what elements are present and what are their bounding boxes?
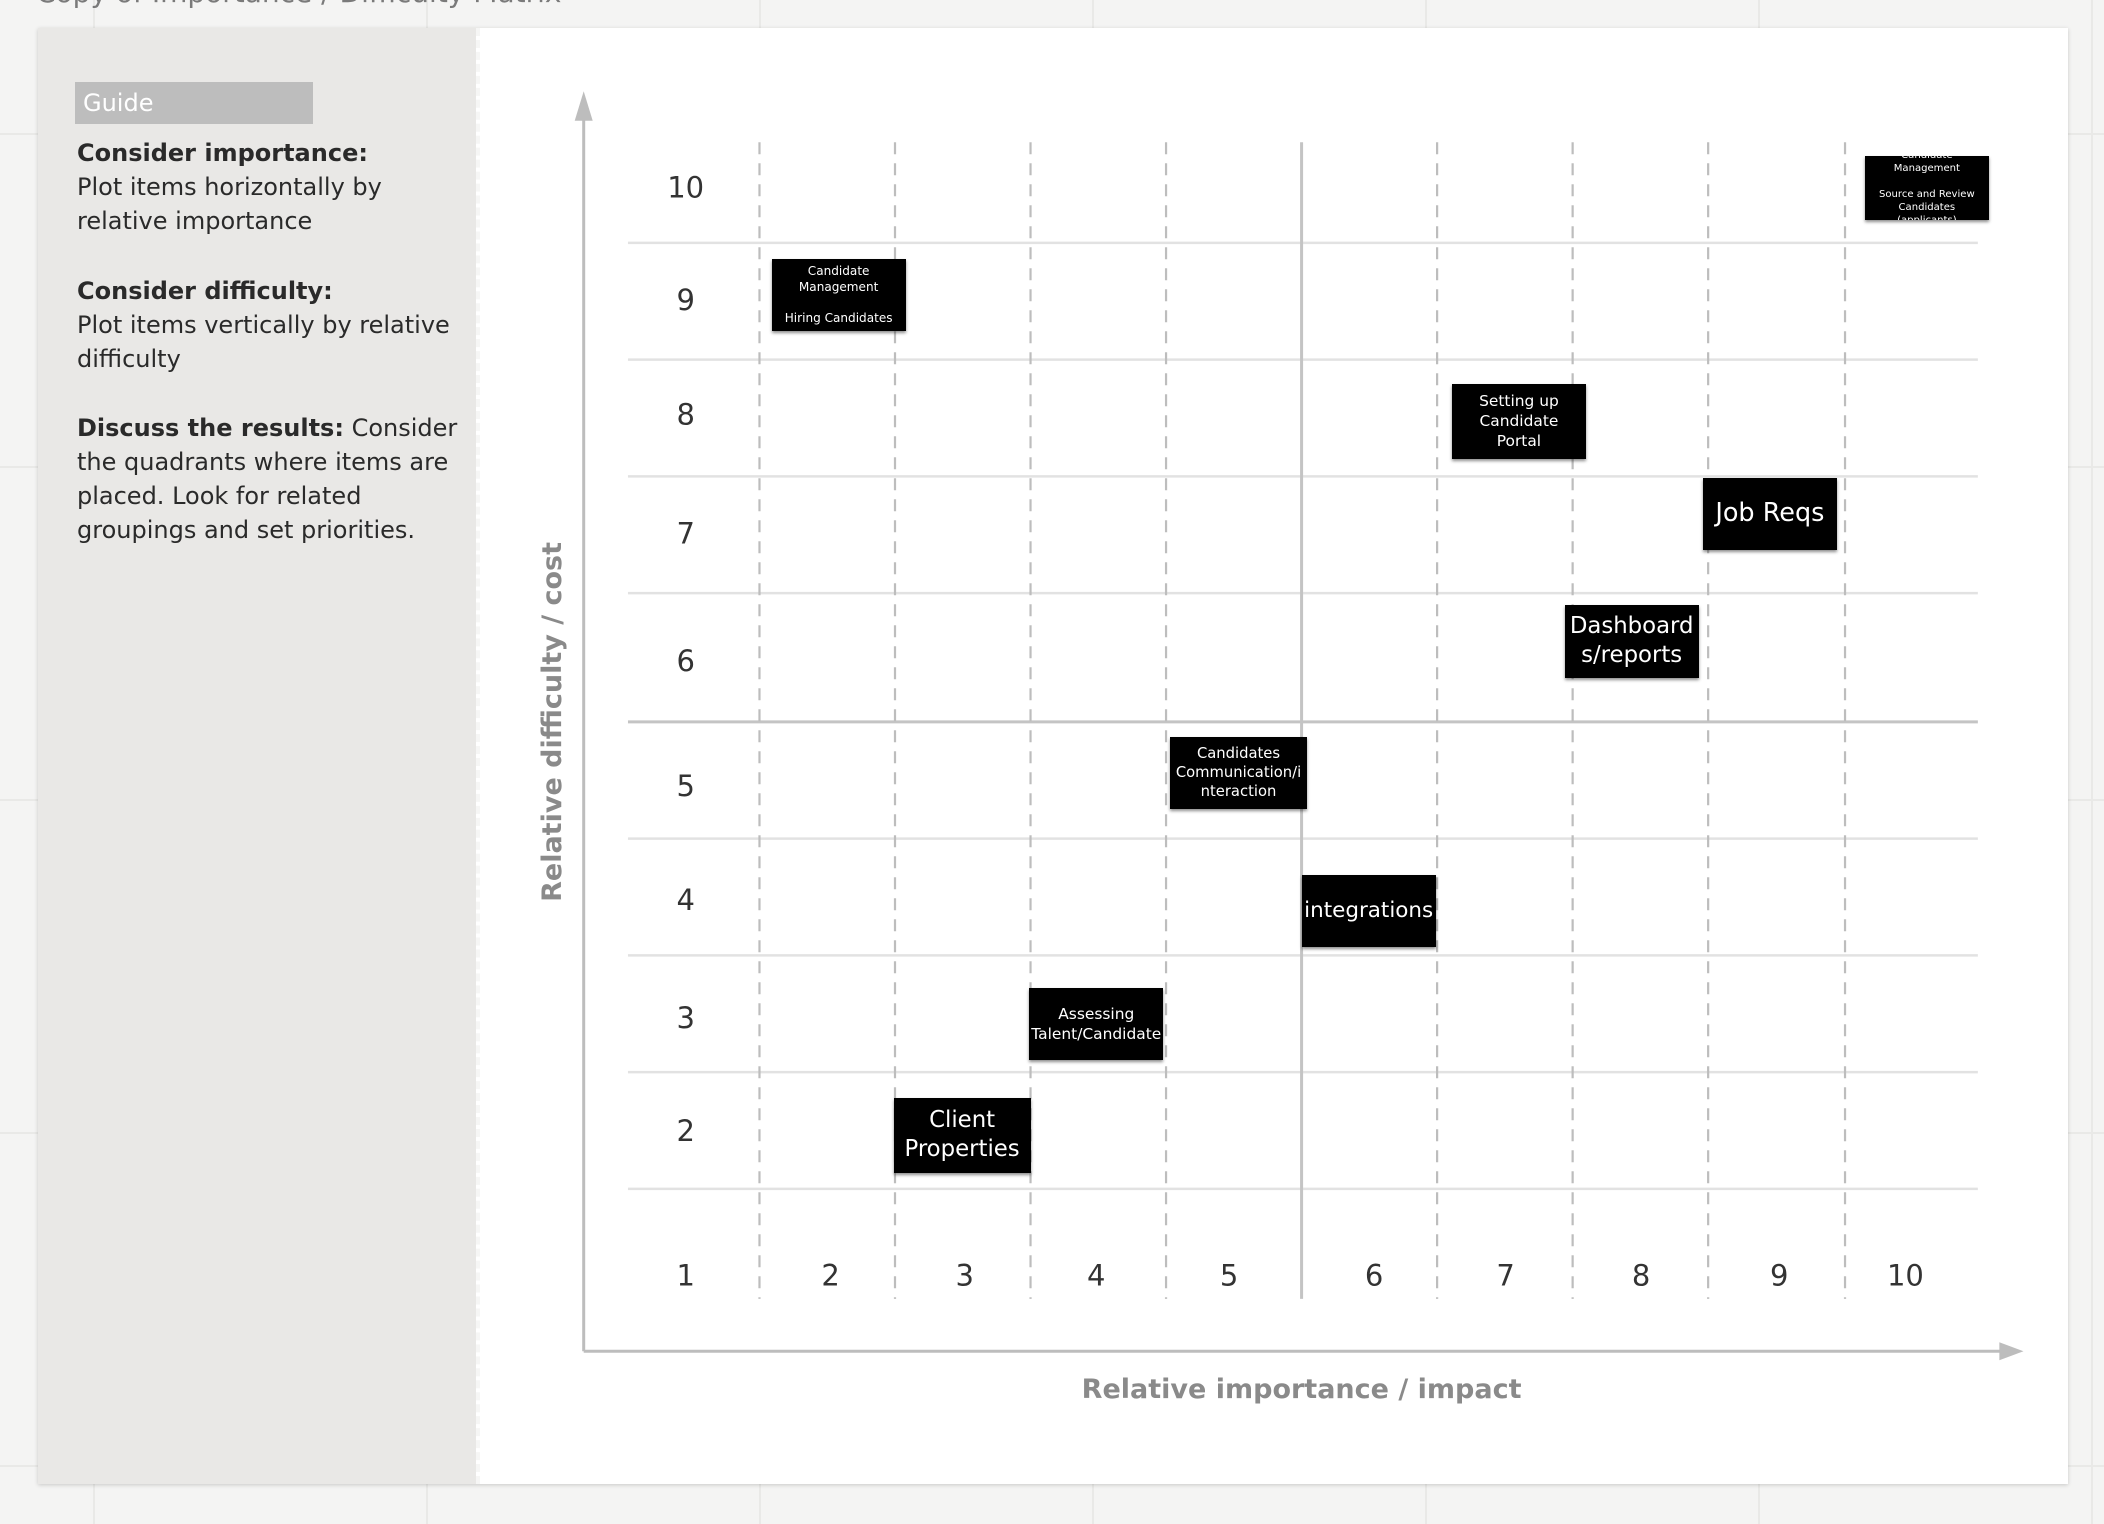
y-tick-label: 3 bbox=[676, 1001, 694, 1035]
guide-discuss-heading: Discuss the results: bbox=[77, 414, 344, 442]
guide-difficulty-text: Plot items vertically by relative diffic… bbox=[77, 311, 450, 373]
x-axis-title: Relative importance / impact bbox=[1082, 1374, 1522, 1405]
guide-importance-heading: Consider importance: bbox=[77, 139, 368, 167]
guide-difficulty: Consider difficulty: Plot items vertical… bbox=[77, 274, 467, 376]
x-tick-label: 10 bbox=[1887, 1259, 1924, 1293]
matrix-chart: 2 3 4 5 6 7 8 9 10 1 2 3 4 5 6 7 8 9 10 Relative importance… bbox=[537, 91, 2024, 1405]
y-tick-label: 8 bbox=[676, 397, 694, 431]
x-tick-label: 1 bbox=[676, 1259, 694, 1293]
guide-importance-text: Plot items horizontally by relative impo… bbox=[77, 173, 382, 235]
note-assessing-talent[interactable]: Assessing Talent/Candidate bbox=[1029, 987, 1164, 1061]
guide-discuss: Discuss the results: Consider the quadra… bbox=[77, 411, 467, 547]
note-integrations[interactable]: integrations bbox=[1301, 874, 1436, 948]
note-candidate-management[interactable]: Candidate Management Hiring Candidates bbox=[771, 258, 906, 332]
matrix-frame[interactable]: Guide Consider importance: Plot items ho… bbox=[38, 28, 2068, 1484]
y-tick-label: 4 bbox=[676, 883, 694, 917]
y-tick-label: 2 bbox=[676, 1114, 694, 1148]
guide-panel[interactable]: Guide Consider importance: Plot items ho… bbox=[38, 28, 476, 1484]
x-tick-label: 9 bbox=[1770, 1259, 1788, 1293]
note-dashboards[interactable]: Dashboard s/reports bbox=[1564, 605, 1699, 678]
note-job-reqs[interactable]: Job Reqs bbox=[1702, 477, 1837, 551]
note-candidates-communication[interactable]: Candidates Communication/i nteraction bbox=[1170, 736, 1307, 810]
guide-discuss-text: Consider the quadrants where items are p… bbox=[77, 414, 458, 544]
x-tick-label: 2 bbox=[821, 1259, 839, 1293]
x-tick-label: 7 bbox=[1496, 1259, 1514, 1293]
x-axis-arrow bbox=[1999, 1342, 2024, 1361]
note-setting-up-portal[interactable]: Setting up Candidate Portal bbox=[1451, 383, 1587, 459]
x-tick-label: 3 bbox=[956, 1259, 974, 1293]
y-tick-label: 10 bbox=[667, 171, 704, 205]
note-client-properties[interactable]: Client Properties bbox=[893, 1097, 1031, 1173]
board-title: Copy of Importance / Difficulty Matrix bbox=[36, 0, 561, 9]
y-tick-label: 9 bbox=[676, 283, 694, 317]
x-tick-label: 4 bbox=[1087, 1259, 1105, 1293]
y-tick-label: 7 bbox=[676, 517, 694, 551]
y-tick-label: 5 bbox=[676, 769, 694, 803]
guide-label: Guide bbox=[75, 82, 313, 124]
x-tick-label: 6 bbox=[1365, 1259, 1383, 1293]
guide-difficulty-heading: Consider difficulty: bbox=[77, 277, 333, 305]
y-tick-label: 6 bbox=[676, 644, 694, 678]
guide-importance: Consider importance: Plot items horizont… bbox=[77, 136, 467, 238]
guide-panel-edge bbox=[476, 28, 480, 1484]
x-tick-label: 8 bbox=[1632, 1259, 1650, 1293]
note-candidate-management-sourcing[interactable]: Candidate Management Source and Review C… bbox=[1865, 155, 1989, 221]
y-axis-title: Relative difficulty / cost bbox=[537, 542, 568, 902]
y-axis-arrow bbox=[574, 91, 593, 121]
x-tick-label: 5 bbox=[1220, 1259, 1238, 1293]
